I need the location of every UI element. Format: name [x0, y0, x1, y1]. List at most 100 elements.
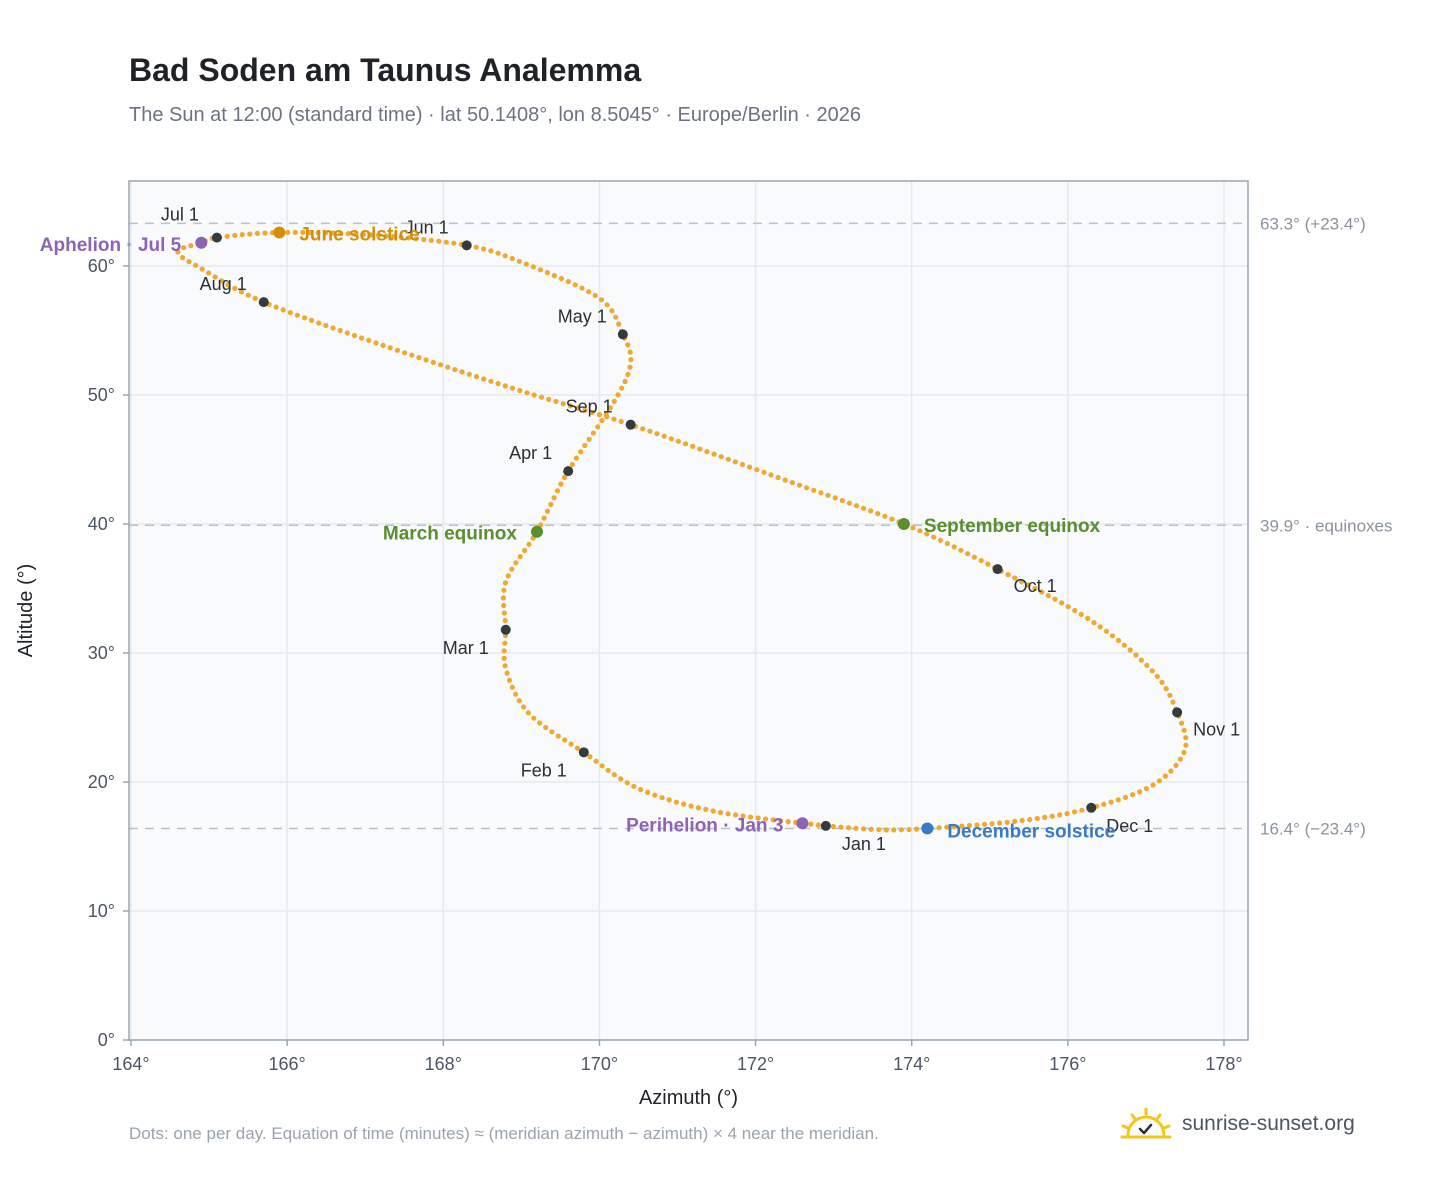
daily-sun-dot [951, 544, 957, 550]
month-marker [500, 624, 511, 635]
daily-sun-dot [1025, 582, 1031, 588]
daily-sun-dot [316, 320, 322, 326]
daily-sun-dot [882, 513, 888, 520]
daily-sun-dot [523, 261, 530, 267]
event-label: March equinox [383, 524, 518, 545]
daily-sun-dot [544, 508, 551, 514]
daily-sun-dot [554, 488, 561, 494]
daily-sun-dot [526, 541, 532, 547]
daily-sun-dot [668, 436, 674, 442]
daily-sun-dot [1065, 604, 1071, 610]
daily-sun-dot [1012, 818, 1018, 825]
daily-sun-dot [544, 270, 551, 276]
month-marker [258, 297, 269, 308]
month-marker [461, 240, 472, 251]
daily-sun-dot [280, 307, 286, 313]
daily-sun-dot [647, 428, 653, 434]
event-marker [273, 226, 286, 239]
x-tick-label: 166° [269, 1054, 306, 1074]
daily-sun-dot [846, 500, 853, 506]
daily-sun-dot [965, 551, 971, 557]
daily-sun-dot [936, 825, 942, 831]
daily-sun-dot [604, 414, 610, 420]
daily-sun-dot [808, 821, 814, 827]
daily-sun-dot [596, 412, 603, 418]
daily-sun-dot [1071, 809, 1078, 815]
daily-sun-dot [622, 378, 628, 385]
daily-sun-dot [301, 315, 308, 321]
daily-sun-dot [711, 451, 717, 457]
daily-sun-dot [690, 443, 696, 449]
daily-sun-dot [944, 824, 950, 830]
daily-sun-dot [627, 349, 633, 355]
x-tick-label: 178° [1205, 1054, 1242, 1074]
daily-sun-dot [625, 371, 631, 378]
daily-sun-dot [224, 233, 230, 239]
daily-sun-dot [838, 824, 844, 830]
daily-sun-dot [338, 230, 344, 236]
daily-sun-dot [452, 367, 458, 373]
month-marker [211, 232, 222, 243]
daily-sun-dot [876, 827, 882, 833]
daily-sun-dot [505, 573, 511, 579]
daily-sun-dot [1122, 794, 1129, 801]
daily-sun-dot [624, 780, 630, 786]
month-label: Apr 1 [509, 443, 552, 463]
daily-sun-dot [695, 805, 702, 811]
daily-sun-dot [416, 355, 422, 361]
y-tick-label: 20° [88, 772, 115, 792]
daily-sun-dot [1079, 807, 1085, 813]
daily-sun-dot [782, 477, 788, 483]
daily-sun-dot [287, 310, 293, 316]
daily-sun-dot [1034, 815, 1040, 822]
x-tick-label: 172° [737, 1054, 774, 1074]
daily-sun-dot [1005, 572, 1011, 578]
daily-sun-dot [285, 229, 291, 235]
daily-sun-dot [590, 430, 597, 436]
daily-sun-dot [1004, 819, 1010, 825]
daily-sun-dot [906, 826, 912, 833]
daily-sun-dot [1156, 778, 1162, 784]
month-label: Jan 1 [842, 834, 886, 854]
daily-sun-dot [252, 295, 258, 301]
daily-sun-dot [1137, 789, 1143, 795]
daily-sun-dot [409, 352, 415, 358]
daily-sun-dot [394, 347, 400, 353]
daily-sun-dot [402, 350, 408, 356]
daily-sun-dot [796, 482, 803, 488]
daily-sun-dot [1032, 585, 1038, 592]
month-marker [563, 466, 574, 477]
daily-sun-dot [1018, 578, 1025, 585]
daily-sun-dot [1101, 801, 1107, 807]
daily-sun-dot [673, 799, 680, 805]
daily-sun-dot [789, 480, 796, 486]
daily-sun-dot [436, 238, 442, 244]
daily-sun-dot [543, 724, 549, 731]
brand[interactable]: sunrise-sunset.org [1120, 1104, 1355, 1144]
daily-sun-dot [883, 827, 889, 833]
daily-sun-dot [522, 547, 528, 554]
daily-sun-dot [778, 818, 784, 824]
daily-sun-dot [775, 474, 781, 481]
daily-sun-dot [509, 255, 515, 262]
event-marker [195, 236, 208, 249]
daily-sun-dot [804, 485, 810, 491]
month-label: Jun 1 [405, 217, 449, 237]
daily-sun-dot [688, 803, 694, 809]
daily-sun-dot [959, 823, 965, 829]
daily-sun-dot [502, 383, 508, 389]
daily-sun-dot [582, 407, 588, 413]
brand-name[interactable]: sunrise-sunset.org [1182, 1112, 1355, 1135]
daily-sun-dot [516, 698, 522, 704]
daily-sun-dot [974, 822, 980, 828]
daily-sun-dot [853, 825, 859, 831]
daily-sun-dot [558, 481, 564, 487]
daily-sun-dot [186, 259, 192, 265]
daily-sun-dot [654, 431, 660, 437]
month-label: Dec 1 [1106, 816, 1153, 836]
daily-sun-dot [1167, 692, 1173, 698]
daily-sun-dot [531, 715, 537, 721]
daily-sun-dot [1138, 657, 1144, 663]
reference-line-label: 16.4° (−23.4°) [1260, 819, 1366, 838]
